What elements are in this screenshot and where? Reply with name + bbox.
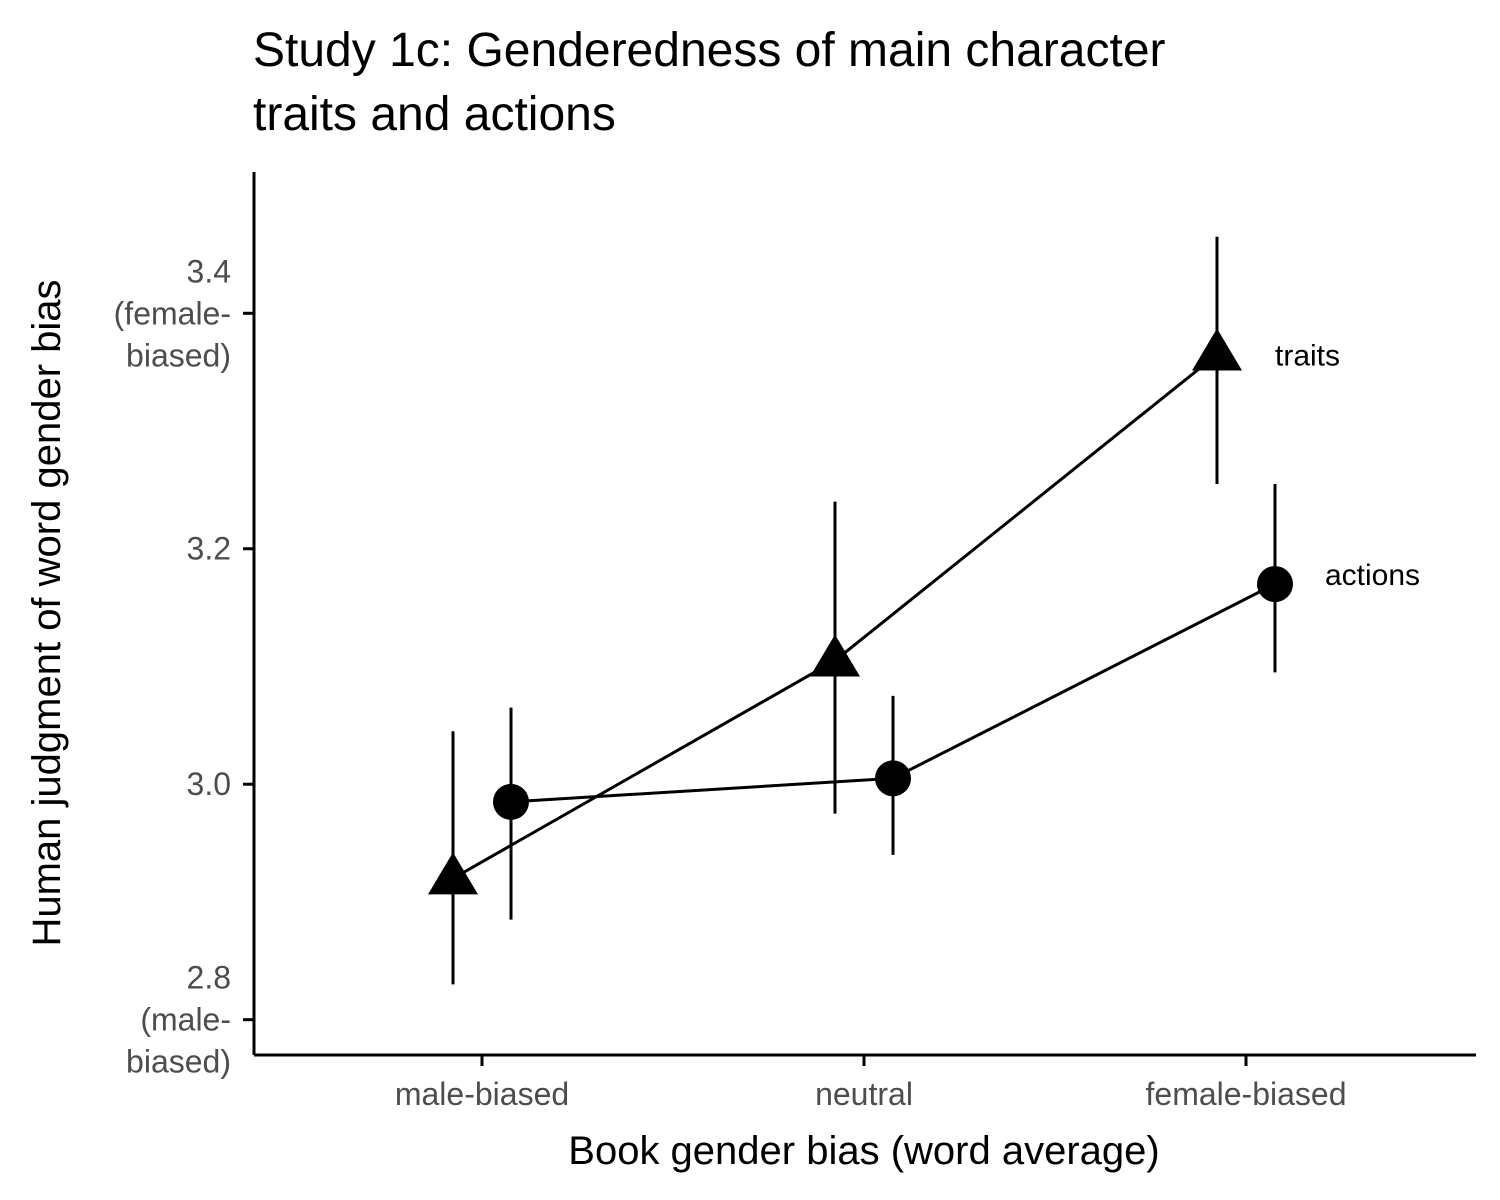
data-point-actions [1257, 566, 1293, 603]
chart-title-line-1: Study 1c: Genderedness of main character [253, 24, 1166, 77]
series-label-actions: actions [1325, 559, 1420, 592]
x-axis-title: Book gender bias (word average) [568, 1129, 1159, 1173]
y-tick-label: (male- [140, 1002, 231, 1038]
y-tick-label: 3.0 [187, 766, 231, 802]
y-tick-label: (female- [114, 295, 231, 331]
x-tick-label: neutral [815, 1076, 913, 1112]
series-layer: traits actions [428, 236, 1420, 985]
series-actions: actions [493, 483, 1420, 920]
data-point-traits [1192, 328, 1242, 371]
y-tick-label: 2.8 [187, 960, 231, 996]
chart-title-line-2: traits and actions [253, 88, 616, 141]
y-axis-ticks: 3.4 (female-biased) 3.2 3.0 2.8 (male-biased) [114, 253, 254, 1080]
y-tick-label: 3.4 [187, 253, 231, 289]
series-label-traits: traits [1275, 339, 1340, 372]
data-point-actions [875, 760, 911, 797]
data-point-traits [810, 634, 860, 677]
y-axis-title: Human judgment of word gender bias [25, 279, 69, 946]
data-point-actions [493, 783, 529, 820]
series-traits: traits [428, 236, 1340, 985]
y-tick-label: biased) [126, 1044, 231, 1080]
x-axis-ticks: male-biased neutral female-biased [395, 1055, 1347, 1112]
y-tick-label: biased) [126, 337, 231, 373]
x-tick-label: female-biased [1146, 1076, 1347, 1112]
y-tick-label: 3.2 [187, 531, 231, 567]
x-tick-label: male-biased [395, 1076, 569, 1112]
data-point-traits [428, 852, 478, 895]
